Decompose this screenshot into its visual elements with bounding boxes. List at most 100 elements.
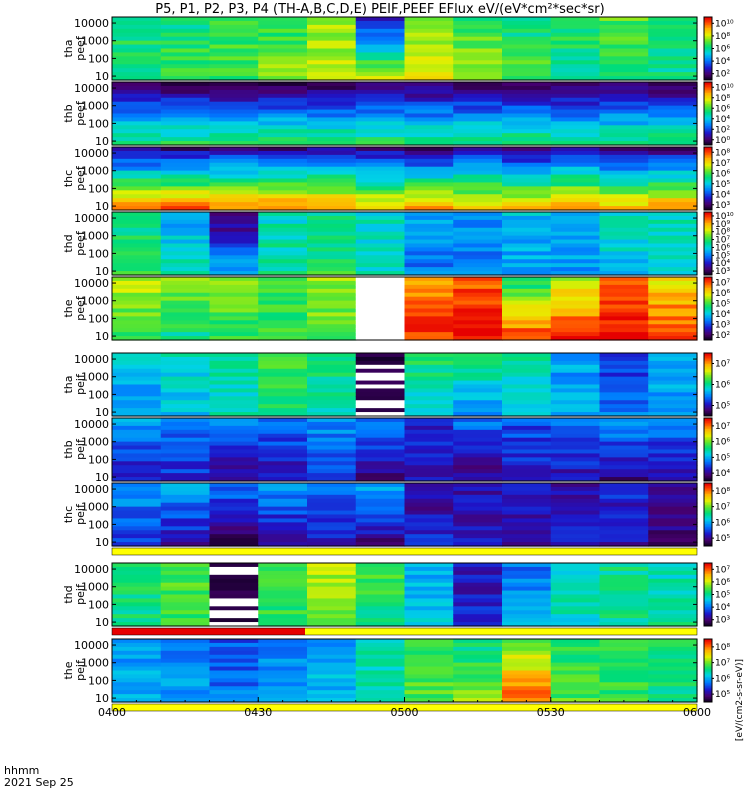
spectrogram-cell (453, 101, 503, 107)
spectrogram-cell (258, 101, 308, 107)
colorbar-frame (703, 482, 713, 547)
spectrogram-cell (112, 28, 162, 34)
colorbar-swatch (704, 295, 712, 298)
colorbar-swatch (704, 684, 712, 687)
spectrogram-cell (453, 622, 503, 627)
spectrogram-cell (355, 670, 406, 676)
colorbar-swatch (704, 564, 712, 567)
spectrogram-cell (502, 538, 552, 543)
spectrogram-cell (160, 166, 211, 172)
colorbar-swatch (704, 328, 712, 332)
spectrogram-cell (404, 360, 454, 366)
spectrogram-cell (648, 457, 698, 462)
spectrogram-cell (307, 486, 357, 492)
spectrogram-cell (112, 353, 162, 358)
spectrogram-cell (112, 682, 162, 687)
spectrogram-cell (209, 44, 259, 50)
colorbar-swatch (704, 618, 712, 621)
colorbar-swatch (704, 219, 712, 222)
spectrogram-cell (502, 594, 552, 600)
colorbar-swatch (704, 324, 712, 327)
colorbar-swatch (704, 371, 712, 374)
colorbar-swatch (704, 257, 712, 260)
spectrogram-cell (599, 239, 649, 245)
spectrogram-cell (112, 666, 162, 672)
colorbar-swatch (704, 490, 712, 493)
spectrogram-cell (453, 162, 503, 168)
spectrogram-cell (550, 526, 601, 531)
spectrogram-cell (550, 457, 601, 462)
spectrogram-cell (209, 267, 259, 272)
spectrogram-cell (258, 425, 308, 431)
spectrogram-cell (209, 646, 259, 652)
colorbar-swatch (704, 180, 712, 183)
spectrogram-cell (258, 570, 308, 576)
spectrogram-cell (404, 263, 454, 268)
spectrogram-cell (453, 614, 503, 619)
spectrogram-cell (160, 376, 211, 382)
spectrogram-cell (355, 622, 406, 627)
spectrogram-cell (209, 162, 259, 168)
spectrogram-cell (355, 174, 406, 180)
spectrogram-cell (550, 212, 601, 217)
spectrogram-cell (599, 280, 649, 286)
spectrogram-cell (404, 639, 454, 644)
colorbar-swatch (704, 463, 712, 466)
spectrogram-cell (258, 44, 308, 50)
spectrogram-cell (453, 206, 503, 211)
spectrogram-cell (502, 574, 552, 580)
spectrogram-cell (160, 368, 211, 374)
spectrogram-cell (112, 654, 162, 660)
colorbar-swatch (704, 102, 712, 105)
colorbar-swatch (704, 509, 712, 512)
spectrogram-cell (550, 85, 601, 91)
spectrogram-cell (404, 174, 454, 180)
spectrogram-cell (355, 206, 406, 211)
spectrogram-cell (160, 284, 211, 290)
spectrogram-cell (112, 308, 162, 314)
colorbar-swatch (704, 662, 712, 665)
spectrogram-cell (550, 24, 601, 30)
spectrogram-cell (599, 686, 649, 691)
spectrogram-cell (307, 292, 357, 298)
colorbar-swatch (704, 522, 712, 525)
colorbar-swatch (704, 56, 712, 59)
spectrogram-cell (307, 105, 357, 111)
spectrogram-cell (209, 473, 259, 478)
spectrogram-cell (355, 453, 406, 458)
spectrogram-cell (599, 574, 649, 580)
y-tick-label: 1000 (81, 100, 109, 113)
spectrogram-cell (258, 674, 308, 679)
spectrogram-cell (599, 639, 649, 644)
spectrogram-cell (502, 582, 552, 588)
spectrogram-cell (258, 494, 308, 500)
colorbar-swatch (704, 86, 712, 89)
spectrogram-cell (648, 174, 698, 180)
colorbar-swatch (704, 664, 712, 667)
spectrogram-cell (160, 24, 211, 30)
spectrogram-cell (404, 85, 454, 91)
colorbar-tick-label: 10² (715, 331, 730, 341)
spectrogram-cell (599, 28, 649, 34)
spectrogram-cell (209, 610, 259, 615)
colorbar-swatch (704, 234, 712, 237)
spectrogram-cell (648, 231, 698, 237)
spectrogram-cell (209, 534, 259, 539)
quality-flag-bar (305, 628, 697, 635)
spectrogram-cell (258, 514, 308, 520)
spectrogram-cell (160, 563, 211, 568)
spectrogram-cell (209, 654, 259, 660)
spectrogram-cell (648, 158, 698, 164)
spectrogram-cell (258, 594, 308, 600)
colorbar-swatch (704, 122, 712, 126)
spectrogram-cell (599, 141, 649, 146)
colorbar-swatch (704, 83, 712, 86)
spectrogram-cell (599, 243, 649, 249)
spectrogram-cell (453, 324, 503, 329)
spectrogram-cell (502, 212, 552, 217)
spectrogram-cell (355, 418, 406, 423)
spectrogram-cell (355, 388, 406, 393)
